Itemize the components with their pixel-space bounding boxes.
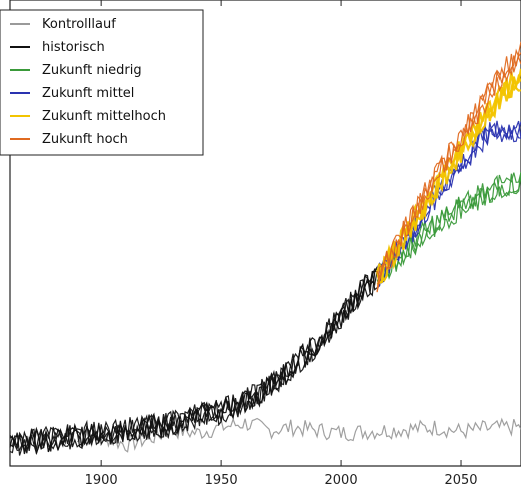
- series-line: [376, 122, 521, 289]
- x-axis-ticks: 1900 1950 2000 2050: [85, 0, 478, 488]
- legend-box: [0, 9, 204, 156]
- legend-label: Zukunft mittelhoch: [42, 109, 166, 124]
- series-lines: [9, 41, 521, 456]
- x-tick-label: 2050: [444, 473, 477, 488]
- x-tick-label: 1900: [85, 473, 118, 488]
- legend-label: Zukunft niedrig: [42, 63, 142, 78]
- series-line: [376, 172, 521, 282]
- series-line: [376, 173, 521, 287]
- series-kontrolllauf: [76, 417, 521, 453]
- series-line: [376, 68, 521, 284]
- series-line: [376, 48, 521, 293]
- series-line: [76, 417, 521, 453]
- legend: Kontrolllauf historisch Zukunft niedrig Zuk…: [0, 9, 204, 156]
- x-tick-label: 2000: [325, 473, 358, 488]
- series-zukunft-hoch: [376, 41, 521, 293]
- legend-label: Kontrolllauf: [42, 17, 116, 32]
- x-tick-label: 1950: [205, 473, 238, 488]
- series-line: [9, 270, 378, 456]
- legend-label: historisch: [42, 40, 105, 55]
- legend-label: Zukunft hoch: [42, 132, 128, 147]
- series-line: [376, 172, 521, 282]
- series-line: [9, 270, 378, 453]
- series-zukunft-niedrig: [376, 172, 521, 287]
- series-historisch: [9, 266, 378, 456]
- legend-label: Zukunft mittel: [42, 86, 134, 101]
